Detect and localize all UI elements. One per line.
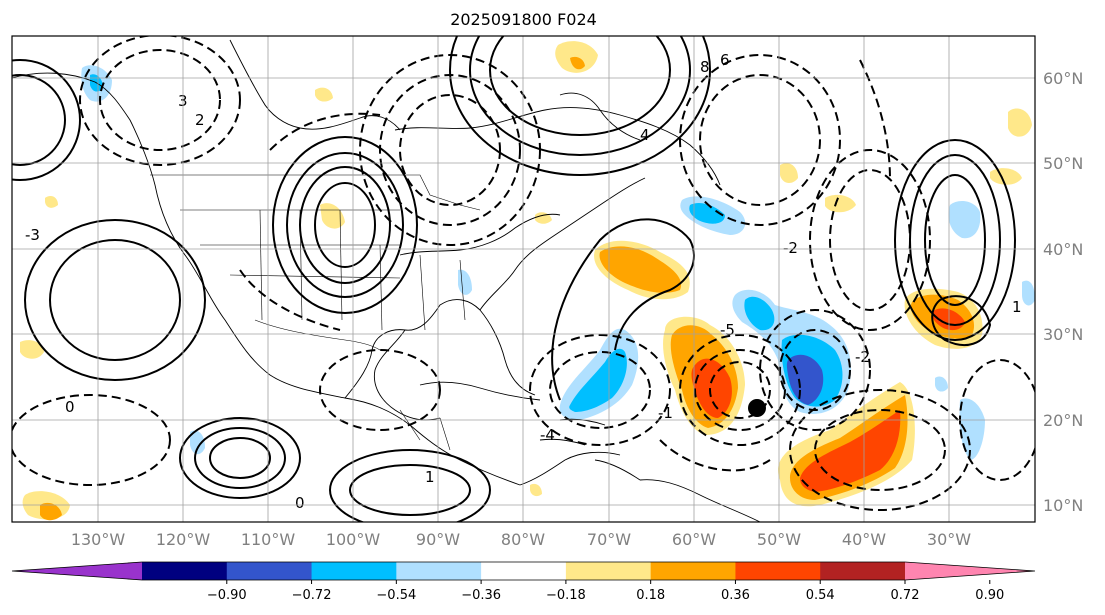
- contour-label: -2: [783, 239, 798, 257]
- contour-label: 8: [700, 58, 710, 76]
- lat-label: 40°N: [1043, 240, 1083, 259]
- colorbar-ticks: −0.90 −0.72 −0.54 −0.36 −0.18 0.18 0.36 0.54 0.7…: [207, 580, 1004, 603]
- contour-label: 2: [195, 111, 205, 129]
- colorbar-extend-low: [12, 562, 142, 580]
- contour-label: 1: [1012, 298, 1022, 316]
- borders: [150, 174, 481, 451]
- colorbar-tick-label: 0.54: [806, 588, 835, 603]
- contour-label: 6: [720, 51, 730, 69]
- lat-label: 30°N: [1043, 325, 1083, 344]
- lat-label: 60°N: [1043, 69, 1083, 88]
- colorbar-swatch: [481, 562, 567, 580]
- lat-label: 10°N: [1043, 496, 1083, 515]
- colorbar: [11, 561, 1036, 581]
- lon-label: 60°W: [672, 530, 716, 549]
- lat-label: 50°N: [1043, 154, 1083, 173]
- lon-label: 130°W: [71, 530, 126, 549]
- lon-label: 50°W: [757, 530, 801, 549]
- warm-region-caribbean-max: [691, 358, 732, 418]
- contour-label: -4: [540, 426, 555, 444]
- colorbar-tick-label: −0.54: [376, 588, 416, 603]
- cool-region-atlantic-max: [786, 354, 824, 405]
- colorbar-swatch: [226, 562, 313, 580]
- cool-region-caribbean-core: [569, 348, 627, 412]
- lon-label: 110°W: [241, 530, 296, 549]
- colorbar-tick-label: 0.90: [975, 588, 1004, 603]
- lon-label: 30°W: [927, 530, 971, 549]
- lat-label: 20°N: [1043, 411, 1083, 430]
- lon-label: 40°W: [842, 530, 886, 549]
- colorbar-tick-label: 0.36: [721, 588, 750, 603]
- contour-label: 0: [295, 494, 305, 512]
- contour-label: -3: [25, 226, 40, 244]
- storm-marker: [748, 399, 766, 417]
- contour-label: 0: [65, 398, 75, 416]
- contour-label: -2: [855, 348, 870, 366]
- colorbar-tick-label: −0.90: [207, 588, 247, 603]
- contour-label: -1: [658, 404, 673, 422]
- colorbar-swatch: [735, 562, 821, 580]
- colorbar-swatch: [820, 562, 906, 580]
- cool-region-atlantic-core: [744, 296, 775, 331]
- colorbar-tick-label: 0.72: [891, 588, 920, 603]
- colorbar-swatch: [142, 562, 228, 580]
- contour-label: 1: [425, 468, 435, 486]
- contours-positive: [12, 36, 1016, 522]
- colorbar-tick-label: −0.72: [292, 588, 332, 603]
- colorbar-swatch: [565, 562, 652, 580]
- colorbar-tick-label: −0.36: [461, 588, 501, 603]
- lon-label: 90°W: [416, 530, 460, 549]
- colorbar-extend-high: [905, 562, 1035, 580]
- lon-label: 120°W: [156, 530, 211, 549]
- lon-label: 100°W: [326, 530, 381, 549]
- latitude-labels: 60°N 50°N 40°N 30°N 20°N 10°N: [1043, 69, 1083, 515]
- colorbar-outline: [11, 561, 1036, 581]
- colorbar-tick-label: 0.18: [636, 588, 665, 603]
- warm-region-us-coast-core: [599, 246, 682, 293]
- gridlines: [12, 36, 1035, 522]
- lon-label: 70°W: [587, 530, 631, 549]
- map-title: 2025091800 F024: [450, 10, 597, 29]
- contour-label: 4: [640, 126, 650, 144]
- lon-label: 80°W: [501, 530, 545, 549]
- colorbar-swatch: [650, 562, 736, 580]
- colorbar-swatch: [396, 562, 482, 580]
- colorbar-swatch: [311, 562, 397, 580]
- contour-label: -5: [720, 321, 735, 339]
- longitude-labels: 130°W 120°W 110°W 100°W 90°W 80°W 70°W 6…: [71, 530, 971, 549]
- colorbar-tick-label: −0.18: [546, 588, 586, 603]
- map-frame: [11, 35, 1036, 523]
